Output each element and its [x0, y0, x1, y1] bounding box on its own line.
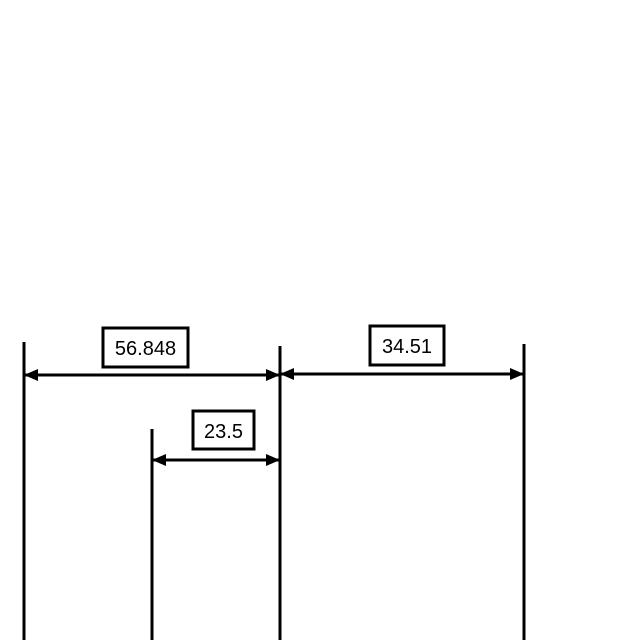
dimension-label-box-23-5: [191, 409, 256, 451]
dimension-34-51: 34.51: [280, 324, 524, 380]
dimension-label-34-51: 34.51: [382, 336, 432, 358]
dimension-label-box-56-848: [101, 326, 190, 369]
dimension-label-56-848: 56.848: [115, 338, 176, 360]
dimension-label-box-34-51: [368, 324, 446, 367]
dimension-56-848: 56.848: [24, 326, 280, 381]
dimension-23-5: 23.5: [152, 409, 280, 466]
dimension-label-23-5: 23.5: [204, 421, 243, 443]
